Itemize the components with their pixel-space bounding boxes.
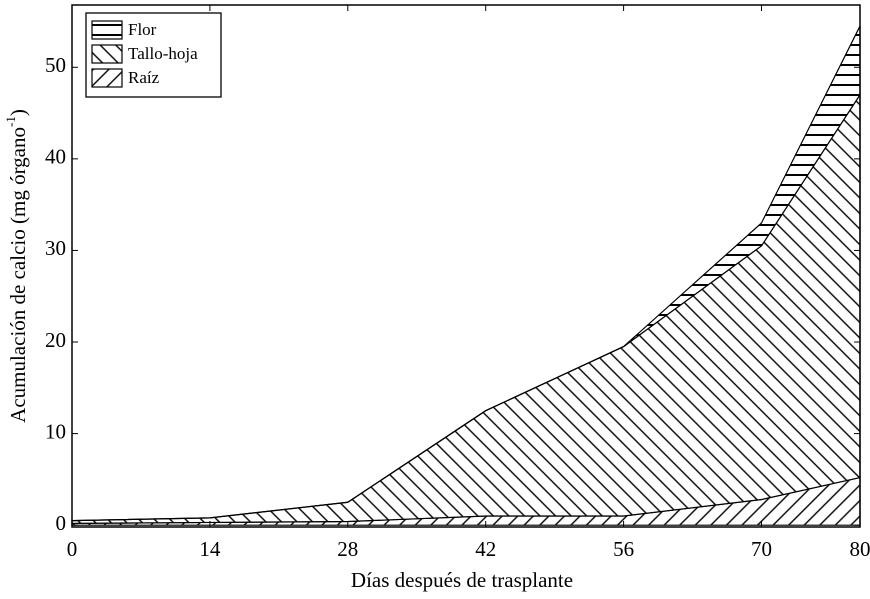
x-tick-label: 80 — [850, 537, 870, 561]
y-tick-label: 30 — [45, 236, 66, 260]
area — [71, 92, 861, 524]
y-tick-label: 20 — [45, 328, 66, 352]
x-tick-label: 0 — [67, 537, 78, 561]
y-axis-label: Acumulación de calcio (mg órgano-1) — [3, 109, 30, 423]
legend-swatch — [91, 20, 123, 40]
plot-frame — [71, 4, 861, 528]
y-axis-label-main: Acumulación de calcio (mg órgano — [6, 127, 30, 423]
y-axis-label-end: ) — [6, 109, 30, 116]
x-tick-label: 42 — [475, 537, 496, 561]
x-tick-label: 70 — [751, 537, 772, 561]
legend-label: Raíz — [128, 68, 160, 87]
legend-swatch — [91, 68, 123, 88]
y-tick-label: 40 — [45, 145, 66, 169]
y-axis-label-sup: -1 — [3, 116, 18, 127]
legend-label: Flor — [128, 20, 157, 39]
x-tick-label: 28 — [337, 537, 358, 561]
x-tick-label: 56 — [613, 537, 634, 561]
x-tick-label: 14 — [199, 537, 221, 561]
legend: Flor Tallo-hoja Raíz — [85, 12, 222, 98]
y-tick-label: 0 — [56, 511, 67, 535]
legend-label: Tallo-hoja — [128, 44, 198, 63]
y-tick-label: 10 — [45, 419, 66, 443]
legend-swatch — [91, 44, 123, 64]
y-tick-label: 50 — [45, 53, 66, 77]
x-axis-label: Días después de trasplante — [351, 568, 573, 592]
